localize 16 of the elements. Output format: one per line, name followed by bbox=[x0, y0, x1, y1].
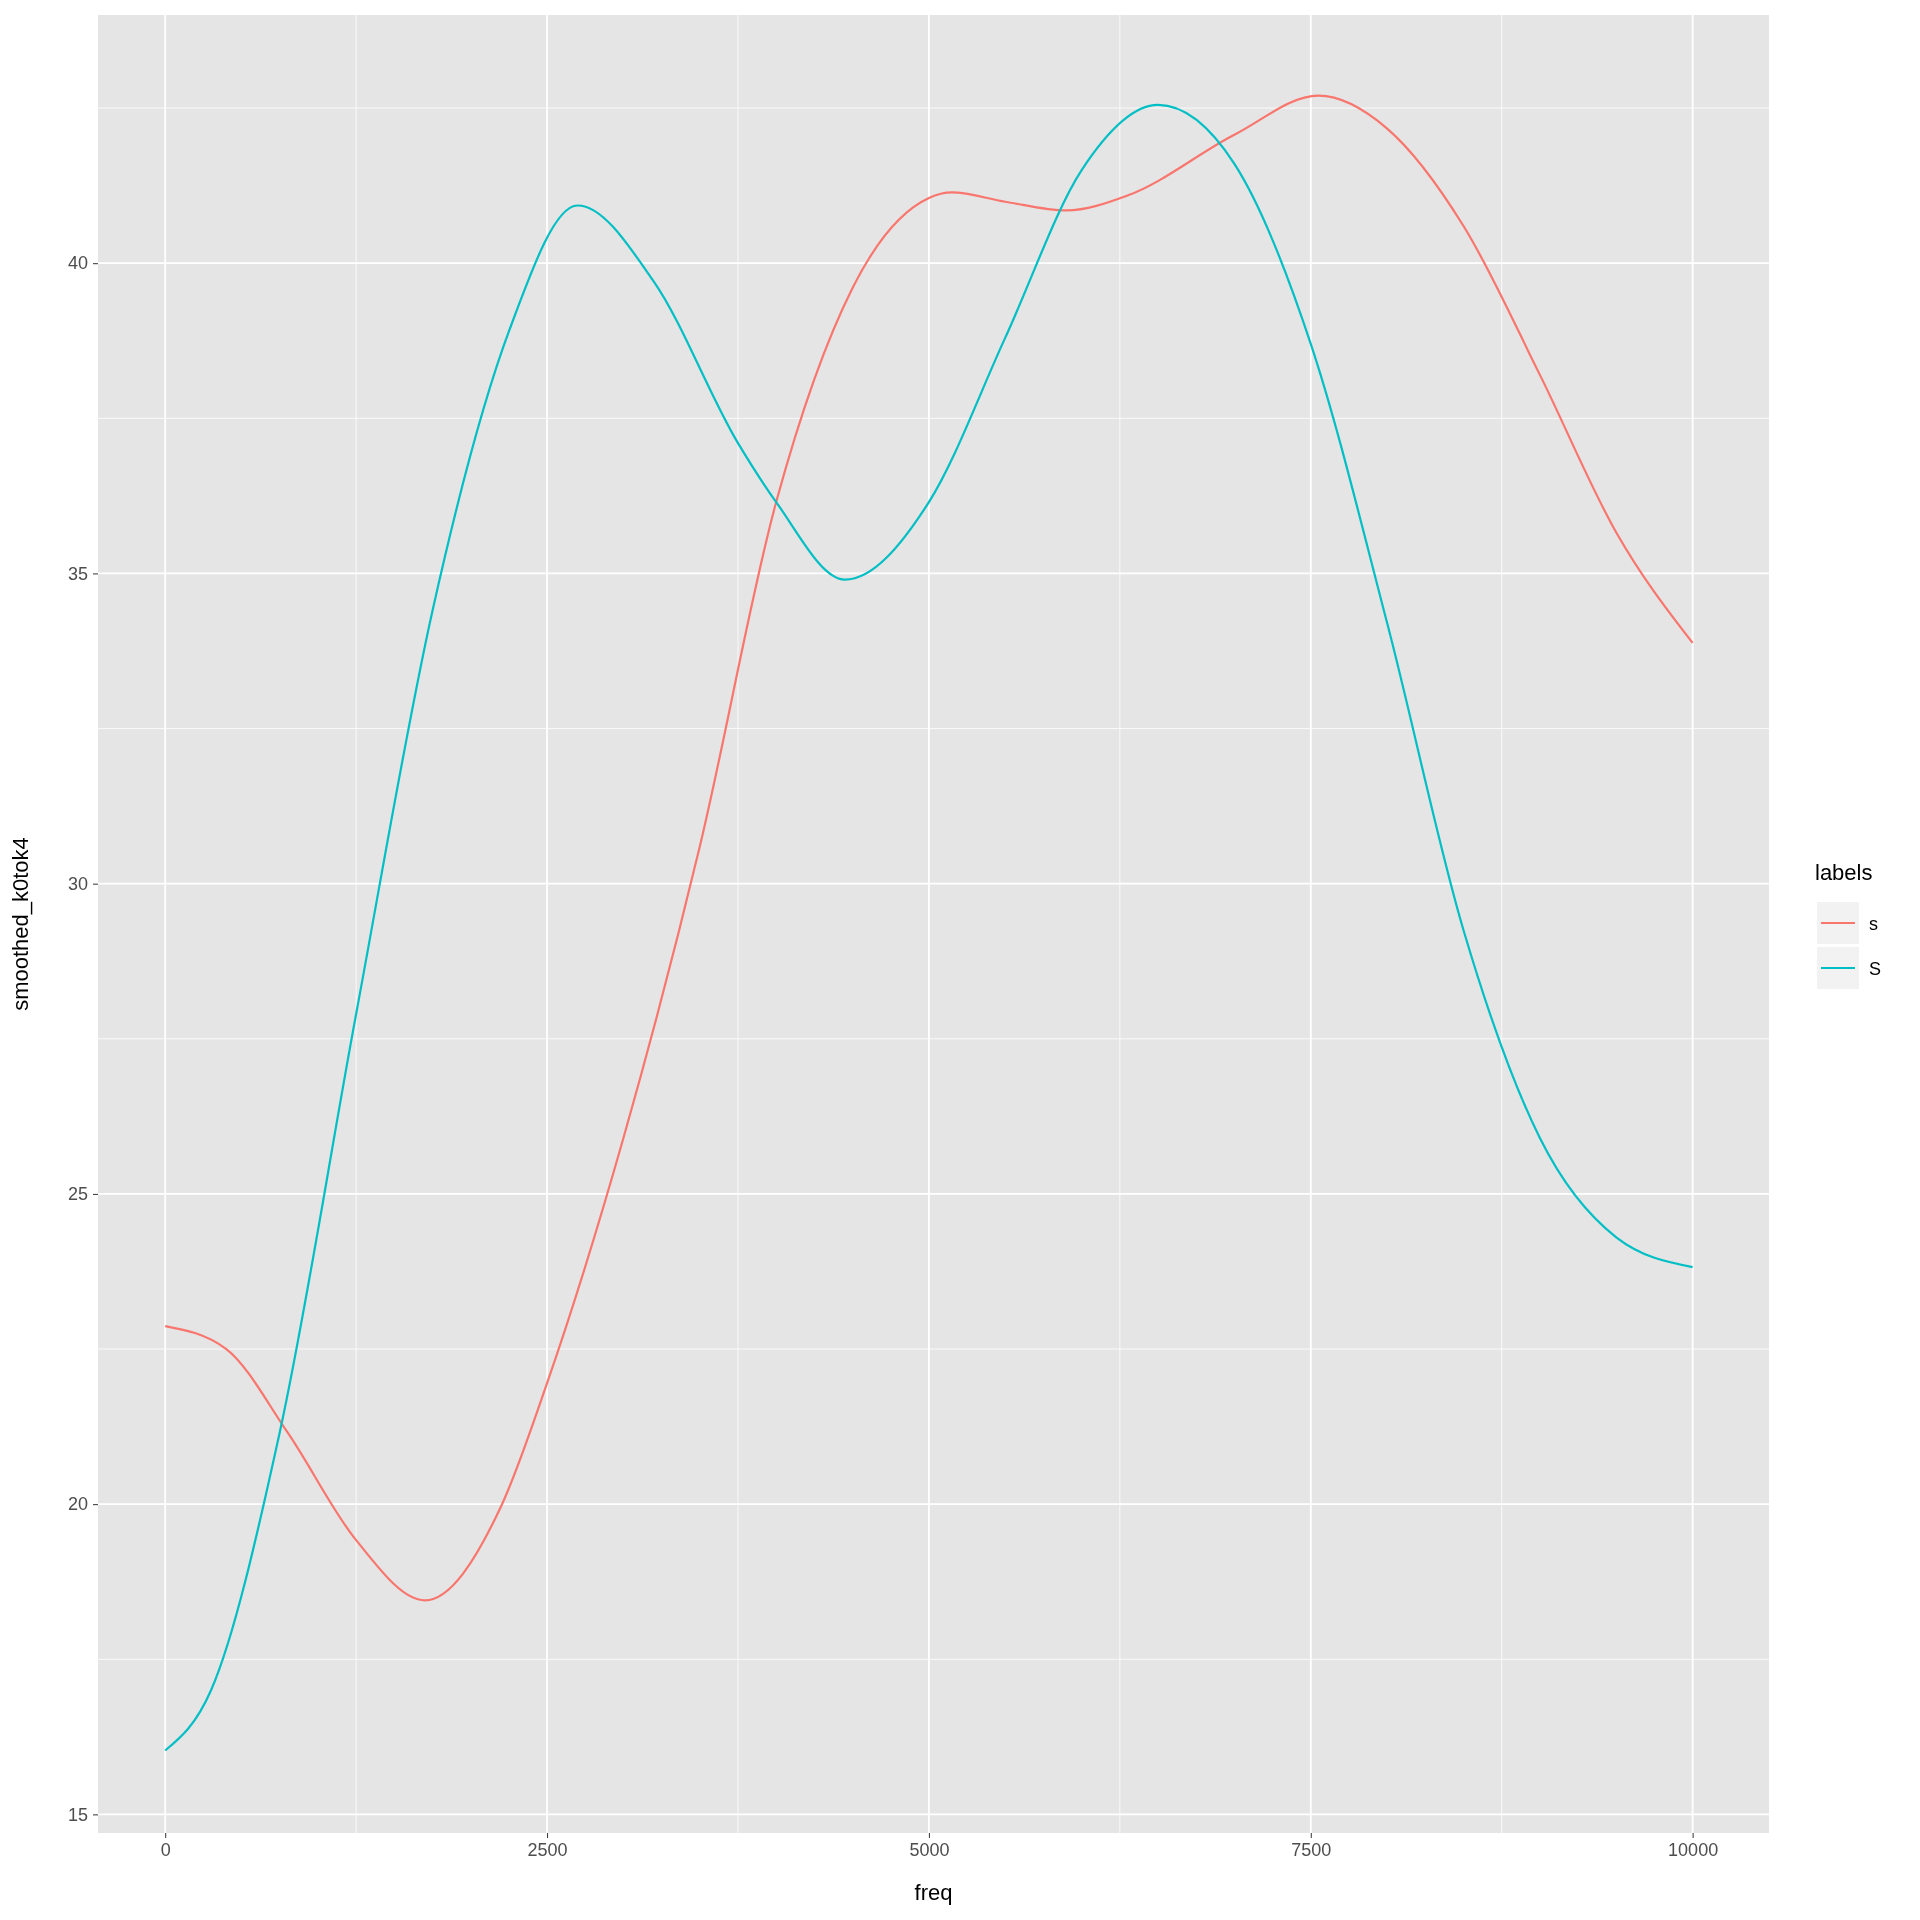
y-tick-label: 40 bbox=[67, 253, 88, 274]
y-tick-label: 30 bbox=[67, 873, 88, 894]
legend-label: s bbox=[1869, 914, 1878, 934]
legend-title: labels bbox=[1815, 860, 1873, 885]
x-tick-label: 10000 bbox=[1668, 1839, 1719, 1860]
y-tick-label: 25 bbox=[67, 1184, 88, 1205]
legend-label: S bbox=[1869, 959, 1882, 979]
x-tick-label: 5000 bbox=[909, 1839, 950, 1860]
x-axis-title: freq bbox=[914, 1880, 953, 1905]
y-tick-label: 15 bbox=[67, 1804, 88, 1825]
y-axis-title: smoothed_k0tok4 bbox=[8, 837, 33, 1011]
y-tick-label: 35 bbox=[67, 563, 88, 584]
x-tick-label: 2500 bbox=[527, 1839, 568, 1860]
y-tick-label: 20 bbox=[67, 1494, 88, 1515]
x-tick-label: 0 bbox=[160, 1839, 171, 1860]
x-tick-label: 7500 bbox=[1291, 1839, 1332, 1860]
